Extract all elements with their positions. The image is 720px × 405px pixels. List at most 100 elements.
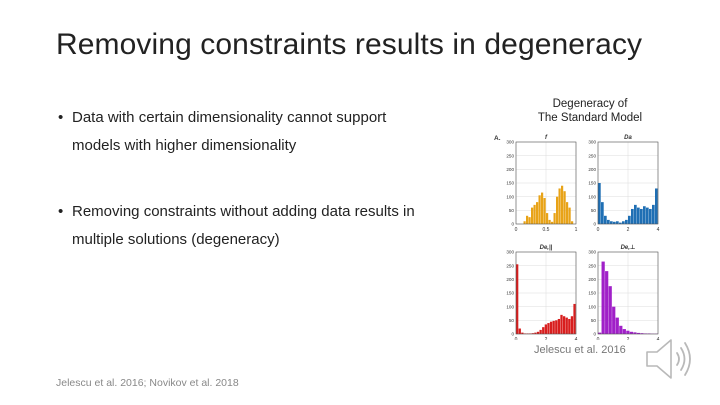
histogram-bar bbox=[555, 320, 558, 334]
histogram-bar bbox=[637, 207, 640, 224]
bullet-glyph: • bbox=[58, 203, 64, 220]
y-tick-label: 300 bbox=[588, 250, 596, 255]
figure-caption: Jelescu et al. 2016 bbox=[534, 344, 626, 356]
histogram-bar bbox=[538, 195, 541, 224]
y-tick-label: 150 bbox=[588, 291, 596, 296]
y-tick-label: 300 bbox=[588, 140, 596, 145]
plot-frame bbox=[597, 141, 659, 225]
x-tick-label: 0 bbox=[515, 227, 518, 233]
histogram-bar bbox=[531, 333, 534, 334]
histogram-bar bbox=[615, 317, 619, 334]
histogram-bar bbox=[565, 317, 568, 334]
plot-frame bbox=[515, 141, 577, 225]
y-tick-label: 0 bbox=[511, 222, 514, 227]
histogram-bar bbox=[518, 328, 521, 334]
histogram-bar bbox=[528, 217, 531, 224]
panel-title: Da bbox=[624, 135, 632, 141]
y-tick-label: 100 bbox=[506, 194, 514, 199]
bullet-list: • Data with certain dimensionality canno… bbox=[58, 104, 438, 254]
x-tick-label: 4 bbox=[575, 337, 578, 340]
histogram-bar bbox=[629, 331, 633, 334]
x-tick-label: 4 bbox=[657, 337, 660, 340]
y-tick-label: 0 bbox=[511, 332, 514, 337]
histogram-bar bbox=[541, 192, 544, 224]
histogram-bar bbox=[601, 261, 605, 334]
histogram-bar bbox=[566, 202, 569, 224]
histogram-bar bbox=[646, 207, 649, 224]
y-tick-label: 250 bbox=[506, 153, 514, 158]
y-tick-label: 100 bbox=[588, 194, 596, 199]
figure-title: Degeneracy of The Standard Model bbox=[522, 97, 658, 125]
histogram-bar bbox=[536, 202, 539, 224]
histogram-bar bbox=[521, 332, 524, 334]
histogram-bar bbox=[548, 219, 551, 224]
histogram-bar bbox=[640, 333, 644, 334]
histogram-bar bbox=[531, 207, 534, 224]
histogram-bar bbox=[631, 208, 634, 224]
histogram-bar bbox=[608, 286, 612, 334]
histogram-bar bbox=[652, 204, 655, 224]
panel-title: De,⊥ bbox=[621, 244, 636, 251]
x-tick-label: 0 bbox=[515, 337, 518, 340]
histogram-bar bbox=[571, 221, 574, 224]
histogram-bar bbox=[553, 213, 556, 224]
histogram-bar bbox=[610, 221, 613, 224]
y-tick-label: 150 bbox=[506, 181, 514, 186]
panel-title: De,|| bbox=[540, 245, 553, 251]
histogram-bar bbox=[573, 303, 576, 334]
x-tick-label: 2 bbox=[545, 337, 548, 340]
y-tick-label: 300 bbox=[506, 250, 514, 255]
bullet-glyph: • bbox=[58, 109, 64, 126]
histogram-bar bbox=[655, 188, 658, 224]
histogram-bar bbox=[542, 327, 545, 334]
y-tick-label: 50 bbox=[509, 208, 515, 213]
y-tick-label: 300 bbox=[506, 140, 514, 145]
histogram-bar bbox=[640, 208, 643, 224]
histogram-bar bbox=[560, 314, 563, 334]
slide-title: Removing constraints results in degenera… bbox=[56, 28, 643, 61]
panel-label: A. bbox=[494, 135, 501, 142]
histogram-bar bbox=[619, 222, 622, 224]
y-tick-label: 150 bbox=[588, 181, 596, 186]
histogram-bar bbox=[534, 332, 537, 334]
histogram-bar bbox=[557, 318, 561, 334]
histogram-bar bbox=[523, 221, 526, 224]
histogram-bar bbox=[633, 332, 637, 334]
histogram-bar bbox=[628, 215, 631, 224]
y-tick-label: 200 bbox=[588, 277, 596, 282]
histogram-bar bbox=[626, 330, 630, 334]
histogram-bar bbox=[551, 221, 554, 224]
histogram-bar bbox=[598, 183, 601, 224]
x-tick-label: 4 bbox=[657, 227, 660, 233]
figure-title-line-2: The Standard Model bbox=[537, 112, 643, 124]
histogram-bar bbox=[552, 320, 555, 334]
histogram-bar bbox=[622, 221, 625, 224]
speaker-icon[interactable] bbox=[643, 335, 699, 383]
histogram-bar bbox=[612, 306, 616, 334]
panel-title: f bbox=[545, 135, 548, 141]
x-tick-label: 0 bbox=[597, 337, 600, 340]
x-tick-label: 0 bbox=[597, 227, 600, 233]
bullet-item: • Removing constraints without adding da… bbox=[58, 198, 438, 254]
y-tick-label: 250 bbox=[588, 153, 596, 158]
plot-frame bbox=[515, 251, 577, 335]
y-tick-label: 50 bbox=[591, 208, 597, 213]
bullet-text: Removing constraints without adding data… bbox=[72, 203, 415, 248]
histogram-bar bbox=[558, 188, 561, 224]
plot-frame bbox=[597, 251, 659, 335]
histogram-bar bbox=[546, 213, 549, 224]
footer-citation: Jelescu et al. 2016; Novikov et al. 2018 bbox=[56, 377, 239, 389]
histogram-bar bbox=[536, 331, 540, 334]
bullet-item: • Data with certain dimensionality canno… bbox=[58, 104, 438, 160]
histogram-bar bbox=[549, 321, 553, 334]
y-tick-label: 100 bbox=[588, 304, 596, 309]
histogram-bar bbox=[561, 185, 564, 224]
histogram-bar bbox=[533, 204, 536, 224]
histogram-bar bbox=[568, 318, 571, 334]
histogram-bar bbox=[619, 325, 623, 334]
x-tick-label: 2 bbox=[627, 337, 630, 340]
y-tick-label: 0 bbox=[593, 332, 596, 337]
histogram-bar bbox=[613, 221, 616, 224]
x-tick-label: 2 bbox=[627, 227, 630, 233]
